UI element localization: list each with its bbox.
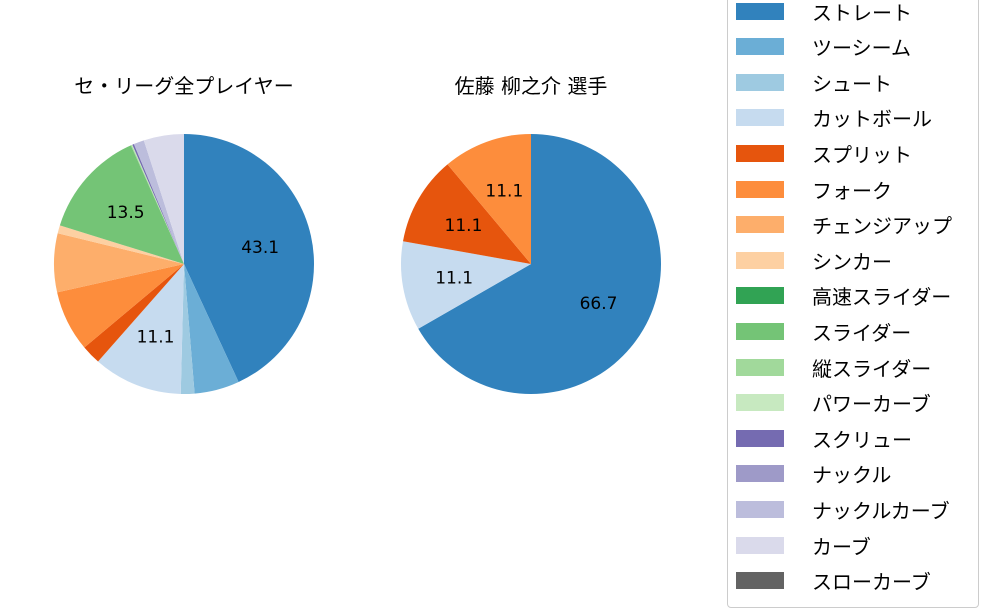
legend-swatch — [736, 109, 784, 127]
legend-item: 縦スライダー — [736, 355, 932, 381]
pie-slice — [57, 225, 184, 264]
pie-slice — [59, 145, 184, 264]
legend-label: カットボール — [812, 107, 932, 132]
slice-value-label: 11.1 — [435, 268, 473, 288]
legend-item: ナックル — [736, 462, 892, 488]
pie-slice — [84, 264, 184, 362]
legend-item: ストレート — [736, 0, 912, 25]
pie-slice — [403, 164, 531, 264]
legend-swatch — [736, 358, 784, 376]
legend-item: スライダー — [736, 319, 912, 345]
pie-slice — [57, 264, 184, 348]
legend-item: シンカー — [736, 248, 892, 274]
legend-label: フォーク — [812, 178, 892, 203]
legend-label: シンカー — [812, 249, 892, 274]
legend-swatch — [736, 322, 784, 340]
player-pie-chart: 66.711.111.111.1 — [401, 134, 662, 394]
legend-swatch — [736, 2, 784, 20]
legend-item: フォーク — [736, 177, 892, 203]
legend-label: チェンジアップ — [812, 214, 952, 239]
legend-label: スローカーブ — [812, 570, 931, 595]
slice-value-label: 13.5 — [107, 203, 145, 223]
slice-value-label: 11.1 — [485, 182, 523, 202]
legend-item: パワーカーブ — [736, 391, 931, 417]
slice-value-label: 11.1 — [445, 216, 483, 236]
pie-slice — [184, 264, 239, 394]
legend-label: パワーカーブ — [812, 392, 931, 417]
legend-swatch — [736, 144, 784, 162]
pie-slice — [180, 264, 195, 394]
pie-slice — [401, 241, 531, 329]
left-chart-title: セ・リーグ全プレイヤー — [74, 74, 294, 98]
legend-swatch — [736, 251, 784, 269]
pie-slice — [53, 233, 184, 293]
legend-item: ツーシーム — [736, 35, 911, 61]
legend-label: 高速スライダー — [812, 285, 952, 310]
legend-swatch — [736, 73, 784, 91]
pie-slice — [130, 145, 184, 264]
legend-item: スプリット — [736, 141, 912, 167]
legend-item: スローカーブ — [736, 569, 931, 595]
legend-swatch — [736, 429, 784, 447]
legend-swatch — [736, 216, 784, 234]
legend-label: ストレート — [812, 0, 912, 25]
legend-label: ツーシーム — [812, 36, 911, 61]
legend-swatch — [736, 287, 784, 305]
legend-label: ナックルカーブ — [812, 498, 950, 523]
pie-slice — [132, 144, 184, 264]
pie-slice — [98, 264, 184, 394]
pie-slice — [133, 140, 184, 264]
legend-item: チェンジアップ — [736, 213, 952, 239]
legend-label: スクリュー — [812, 427, 912, 452]
pie-slice — [184, 134, 314, 382]
pie-slice — [143, 134, 184, 264]
slice-value-label: 11.1 — [137, 328, 175, 348]
legend-swatch — [736, 500, 784, 518]
legend-swatch — [736, 536, 784, 554]
pie-slice — [418, 134, 662, 394]
pie-charts: 43.111.113.5 66.711.111.111.1 — [53, 134, 662, 394]
legend-swatch — [736, 572, 784, 590]
legend-label: シュート — [812, 71, 892, 96]
legend-swatch — [736, 465, 784, 483]
legend-label: 縦スライダー — [812, 356, 932, 381]
legend-item: 高速スライダー — [736, 284, 952, 310]
legend-item: スクリュー — [736, 426, 912, 452]
right-chart-title: 佐藤 柳之介 選手 — [454, 74, 608, 98]
legend-item: カットボール — [736, 106, 932, 132]
legend: ストレートツーシームシュートカットボール スプリットフォークチェンジアップ シンカー… — [727, 0, 979, 608]
slice-value-label: 66.7 — [580, 294, 618, 314]
pie-slice — [131, 144, 184, 264]
legend-label: カーブ — [812, 534, 871, 559]
slice-value-label: 43.1 — [241, 238, 279, 258]
legend-swatch — [736, 38, 784, 56]
legend-item: ナックルカーブ — [736, 497, 950, 523]
legend-swatch — [736, 394, 784, 412]
league-pie-chart: 43.1 11.1 13.5 — [53, 134, 314, 394]
legend-label: ナックル — [812, 463, 892, 488]
legend-swatch — [736, 180, 784, 198]
legend-item: シュート — [736, 70, 892, 96]
legend-label: スライダー — [812, 320, 912, 345]
legend-item: カーブ — [736, 533, 871, 559]
pie-slice — [447, 134, 531, 264]
legend-label: スプリット — [812, 142, 912, 167]
